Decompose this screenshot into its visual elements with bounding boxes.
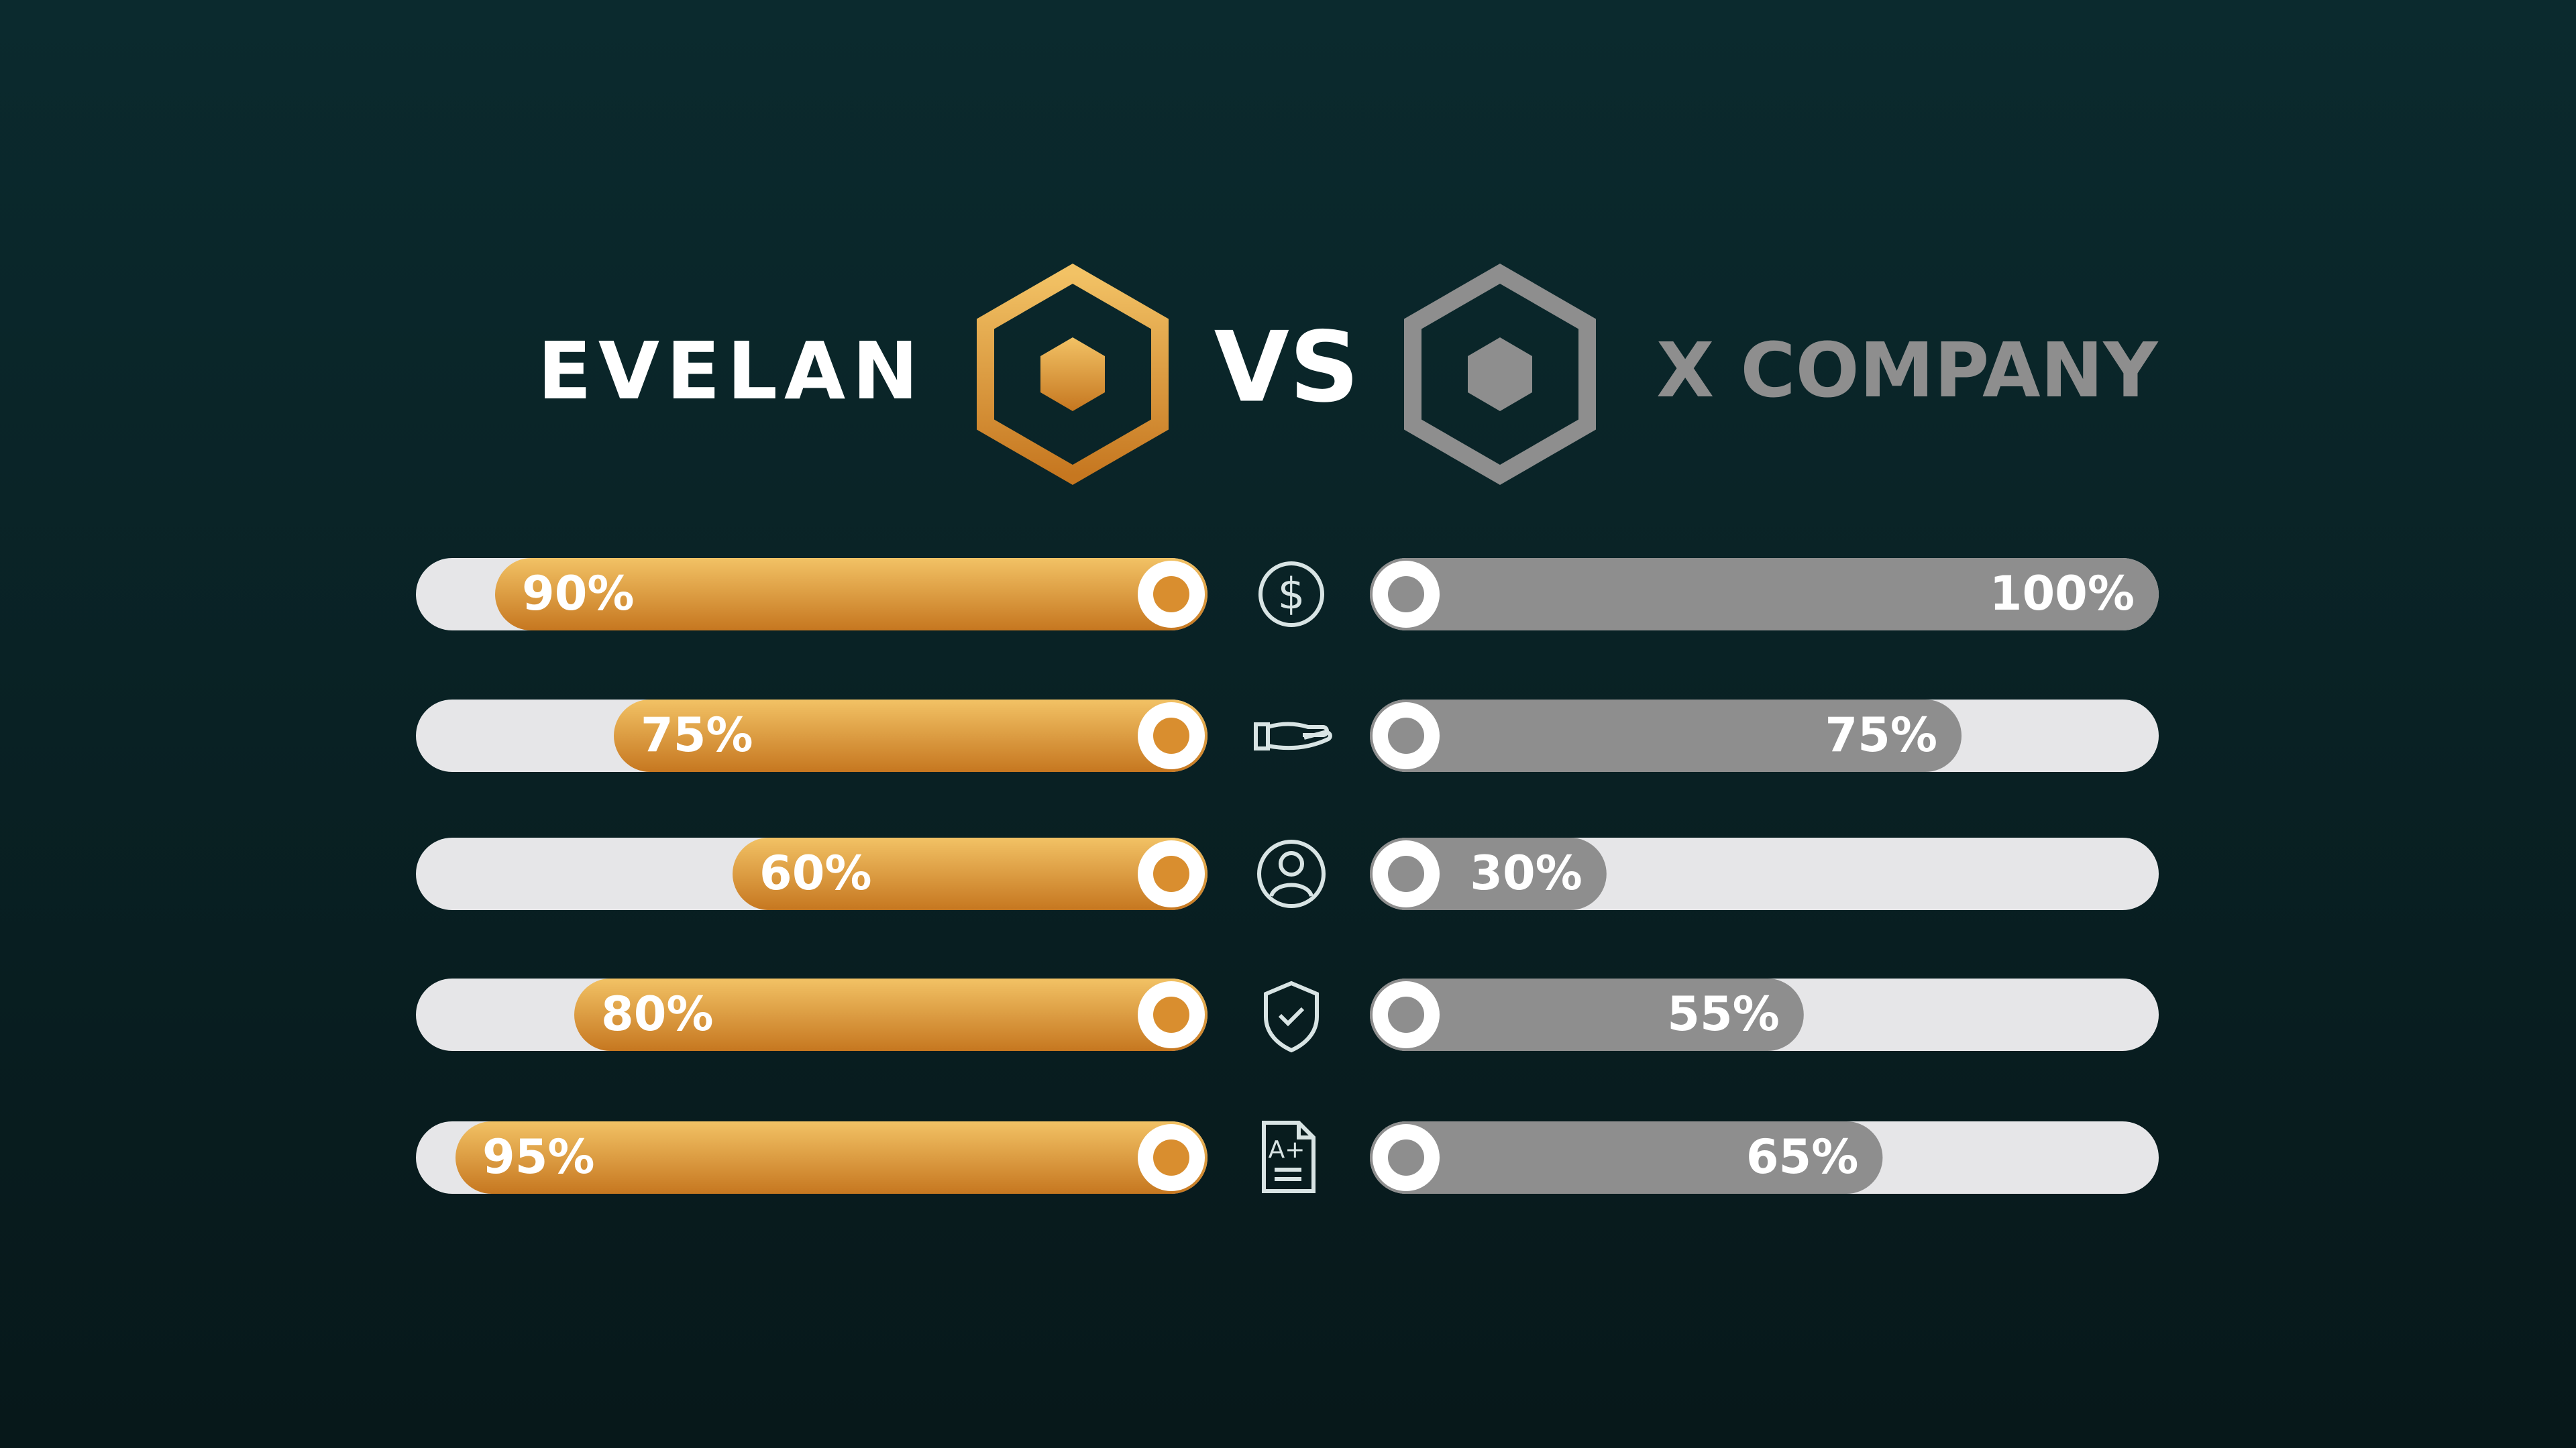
dollar-icon: $ [1258, 561, 1324, 627]
knob-core [1153, 997, 1189, 1033]
knob-core [1153, 1139, 1189, 1176]
svg-text:$: $ [1278, 570, 1305, 620]
knob-core [1388, 718, 1424, 754]
knob-core [1153, 718, 1189, 754]
knob-core [1388, 997, 1424, 1033]
value-label: 30% [1470, 846, 1582, 901]
bar [455, 1121, 1208, 1194]
competitor-logo [1404, 263, 1596, 486]
value-label: 55% [1667, 987, 1780, 1042]
knob-core [1388, 1139, 1424, 1176]
bar [614, 700, 1208, 772]
bar [1370, 979, 1804, 1051]
hand-icon [1254, 722, 1332, 750]
brand-logo [977, 263, 1169, 486]
value-label: 90% [522, 566, 635, 621]
bar [1370, 700, 1962, 772]
grade-icon: A+ [1262, 1121, 1316, 1193]
competitor-logo-core [1468, 337, 1532, 411]
competitor-name: X COMPANY [1656, 327, 2159, 414]
brand-name: EVELAN [537, 325, 925, 417]
user-icon [1257, 840, 1326, 908]
knob-core [1388, 856, 1424, 892]
value-label: 65% [1746, 1129, 1859, 1184]
knob-core [1153, 856, 1189, 892]
bar [733, 838, 1208, 910]
icons: $ A+ [1254, 561, 1332, 1193]
bar [574, 979, 1208, 1051]
bar [495, 558, 1208, 630]
value-label: 80% [601, 987, 714, 1042]
vs-title: VS [1214, 311, 1360, 425]
value-label: 60% [759, 846, 872, 901]
shield-icon [1264, 981, 1319, 1053]
value-label: 75% [641, 708, 753, 763]
bar [1370, 1121, 1883, 1194]
bar [1370, 558, 2159, 630]
value-label: 75% [1825, 708, 1937, 763]
value-label: 95% [482, 1129, 595, 1184]
svg-text:A+: A+ [1269, 1136, 1305, 1164]
value-label: 100% [1990, 566, 2135, 621]
brand-logo-core [1040, 337, 1105, 411]
knob-core [1153, 576, 1189, 612]
knob-core [1388, 576, 1424, 612]
